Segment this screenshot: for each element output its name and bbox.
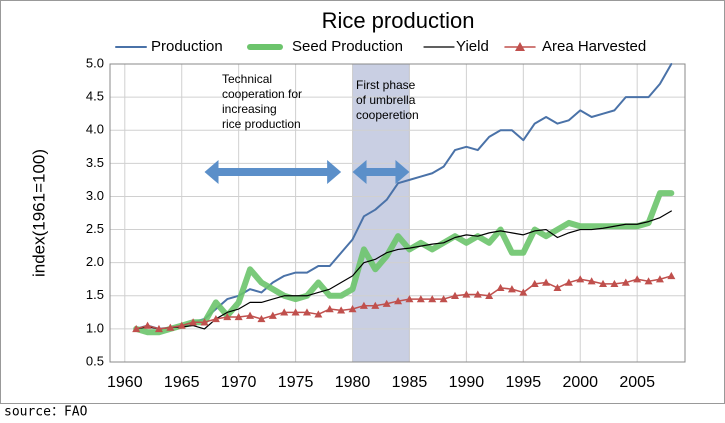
series-marker [132,324,141,333]
x-tick-label: 2005 [619,374,655,391]
series-marker [587,277,596,285]
series-marker [633,275,642,283]
series-marker [553,283,562,292]
series-marker [644,277,653,285]
series-marker [655,275,664,283]
plot-area [109,63,686,363]
legend-label: Production [151,38,223,55]
annotation-text: cooperation for [222,87,302,101]
y-tick-label: 3.0 [86,188,104,203]
y-tick-label: 2.0 [86,254,104,269]
series-marker [371,301,380,309]
series-marker [177,321,186,329]
x-tick-label: 1960 [107,374,143,391]
x-tick-label: 1970 [221,374,257,391]
series-marker [314,310,323,318]
y-tick-label: 4.0 [86,122,104,137]
annotation-text: rice production [222,117,301,131]
series-marker [621,278,630,286]
x-tick-label: 1965 [164,374,200,391]
y-tick-label: 4.5 [86,89,104,104]
series-marker [473,290,482,298]
series-marker [234,312,243,321]
series-marker [325,305,334,313]
y-tick-label: 3.5 [86,155,104,170]
series-marker [280,308,289,316]
annotation-text: cooperetion [356,108,419,122]
series-marker [507,285,516,293]
series-marker [189,318,198,326]
series-marker [166,323,175,331]
series-marker [530,279,539,288]
y-tick-label: 5.0 [86,55,104,70]
x-tick-label: 1995 [506,374,542,391]
series-marker [542,278,551,286]
x-tick-label: 1980 [335,374,371,391]
series-marker [348,305,357,313]
series-marker [667,271,676,280]
series-marker [564,278,573,286]
series-marker [246,311,255,319]
y-tick-label: 0.5 [86,353,104,368]
series-marker [211,314,220,323]
span-arrow [204,160,342,184]
x-tick-label: 1975 [278,374,314,391]
span-arrow [352,160,410,184]
annotation-text: increasing [222,102,277,116]
chart-title: Rice production [322,8,475,33]
series-marker [416,295,425,303]
series-line [135,63,673,330]
series-marker [576,275,585,283]
series-marker [154,324,163,333]
x-tick-label: 2000 [562,374,598,391]
series-marker [496,283,505,292]
y-tick-label: 1.5 [86,287,104,302]
series-marker [143,321,152,329]
series-marker [599,279,608,288]
series-marker [337,306,346,314]
series-marker [394,297,403,305]
series-marker [462,290,471,298]
series-marker [359,301,368,309]
series-marker [223,312,232,321]
source-note: source：FAO [4,405,88,420]
series-marker [302,308,311,316]
annotation-text: of umbrella [356,93,416,107]
annotation-text: Technical [222,72,272,86]
series-marker [268,311,277,319]
y-tick-label: 1.0 [86,320,104,335]
series-marker [291,308,300,316]
series-marker [382,299,391,307]
series-marker [428,295,437,303]
y-tick-label: 2.5 [86,221,104,236]
series-marker [200,318,209,326]
x-tick-label: 1990 [449,374,485,391]
series-marker [610,279,619,288]
series-marker [485,291,494,299]
series-line [135,210,672,330]
series-marker [439,295,448,303]
series-marker [451,291,459,299]
legend-label: Seed Production [292,38,403,55]
annotation-text: First phase [356,78,416,92]
legend-marker [515,42,525,51]
x-tick-label: 1985 [392,374,428,391]
legend-label: Yield [456,38,489,55]
series-marker [519,288,528,296]
y-axis-label: index(1961=100) [29,149,48,277]
series-marker [257,314,266,323]
series-marker [405,295,414,303]
legend-label: Area Harvested [542,38,646,55]
